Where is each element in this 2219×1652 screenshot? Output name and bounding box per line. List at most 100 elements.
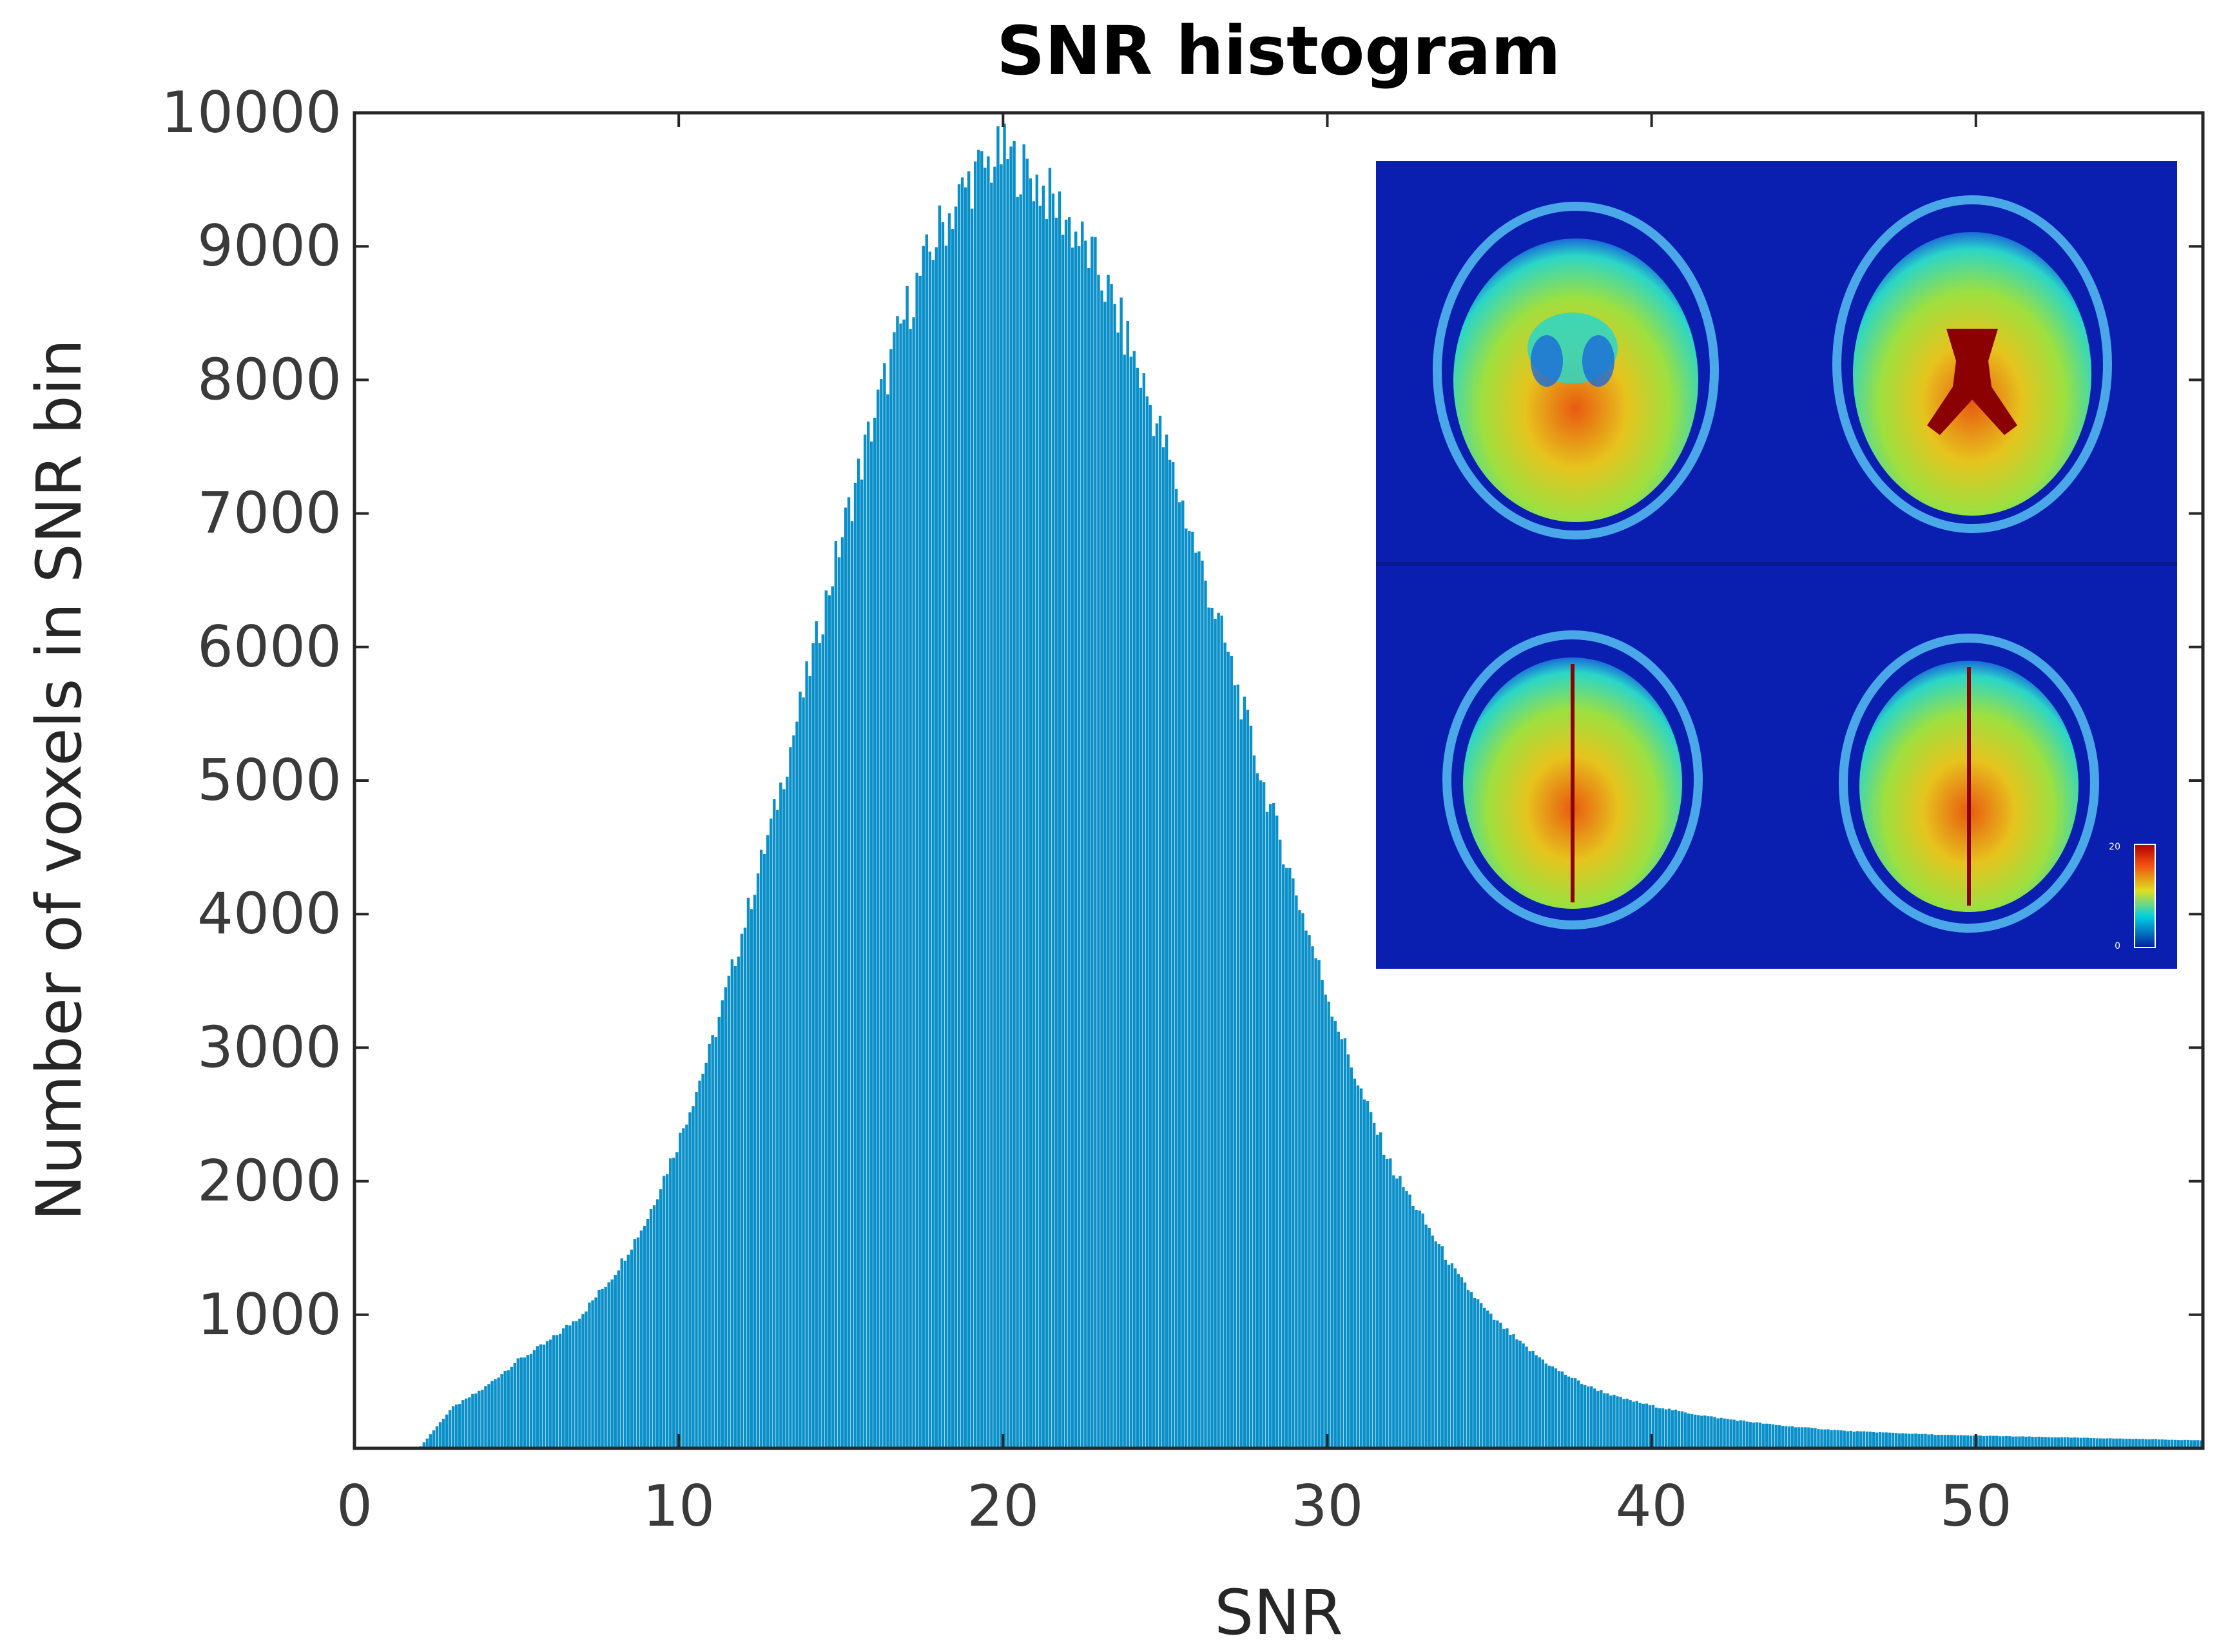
histogram-bar (2115, 1438, 2118, 1448)
histogram-bar (782, 789, 786, 1448)
histogram-bar (1774, 1424, 1778, 1448)
histogram-bar (548, 1339, 552, 1448)
histogram-bar (1094, 237, 1097, 1448)
histogram-bar (1810, 1428, 1814, 1448)
histogram-bar (708, 1044, 711, 1448)
histogram-bar (847, 497, 851, 1448)
y-tick-label: 2000 (197, 1148, 342, 1214)
histogram-bar (947, 213, 951, 1448)
histogram-bar (925, 234, 928, 1448)
histogram-bar (474, 1393, 478, 1448)
histogram-bar (1726, 1419, 1729, 1448)
histogram-bar (2011, 1436, 2015, 1448)
histogram-bar (435, 1426, 439, 1448)
histogram-bar (1658, 1408, 1662, 1448)
histogram-bar (454, 1404, 458, 1448)
histogram-bar (646, 1218, 650, 1448)
histogram-bar (824, 590, 828, 1448)
histogram-bar (889, 349, 893, 1448)
histogram-bar (967, 171, 971, 1448)
histogram-bar (539, 1344, 543, 1448)
histogram-bar (652, 1205, 656, 1448)
histogram-bar (698, 1080, 701, 1448)
histogram-bar (1395, 1178, 1399, 1448)
histogram-bar (513, 1363, 516, 1448)
histogram-bar (1622, 1399, 1625, 1448)
histogram-bar (510, 1366, 513, 1448)
x-axis-label: SNR (1214, 1577, 1342, 1649)
histogram-bar (2173, 1439, 2177, 1448)
y-tick-label: 4000 (197, 880, 342, 947)
histogram-bar (1230, 656, 1233, 1448)
histogram-bar (636, 1237, 640, 1448)
histogram-bar (1366, 1101, 1370, 1448)
histogram-bar (1917, 1433, 1921, 1448)
y-tick-label: 1000 (197, 1281, 342, 1348)
histogram-bar (1859, 1431, 1863, 1448)
histogram-bar (1691, 1414, 1694, 1448)
histogram-bar (1697, 1415, 1700, 1448)
histogram-bar (2125, 1439, 2128, 1448)
histogram-bar (1797, 1427, 1801, 1448)
histogram-bar (617, 1270, 620, 1448)
histogram-bar (497, 1377, 500, 1448)
histogram-bar (1573, 1378, 1577, 1448)
histogram-bar (1389, 1158, 1392, 1448)
histogram-bar (581, 1314, 585, 1448)
histogram-bar (795, 721, 799, 1448)
histogram-bar (1265, 811, 1269, 1448)
histogram-bar (1667, 1408, 1671, 1448)
histogram-bar (1411, 1205, 1415, 1448)
histogram-bar (1966, 1435, 1970, 1448)
histogram-bar (1103, 302, 1107, 1448)
histogram-bar (733, 966, 737, 1448)
histogram-bar (1249, 725, 1253, 1448)
histogram-bar (1862, 1431, 1866, 1448)
histogram-bar (1019, 194, 1022, 1448)
histogram-bar (555, 1335, 559, 1448)
histogram-bar (562, 1328, 565, 1448)
histogram-bar (753, 895, 757, 1448)
histogram-bar (1268, 804, 1272, 1448)
histogram-bar (1703, 1415, 1707, 1448)
histogram-bar (623, 1260, 627, 1448)
histogram-bar (1632, 1401, 1635, 1448)
histogram-bar (1295, 895, 1298, 1448)
histogram-bar (2095, 1438, 2099, 1448)
histogram-bar (1353, 1078, 1357, 1448)
histogram-bar (1671, 1410, 1674, 1448)
histogram-bar (1849, 1430, 1852, 1448)
histogram-bar (1016, 197, 1019, 1448)
histogram-bar (451, 1406, 455, 1448)
histogram-bar (1891, 1432, 1895, 1448)
histogram-bar (507, 1370, 510, 1448)
histogram-bar (1386, 1158, 1389, 1448)
histogram-bar (1155, 423, 1159, 1448)
histogram-bar (759, 850, 763, 1448)
histogram-bar (1885, 1432, 1888, 1448)
histogram-bar (802, 697, 805, 1448)
histogram-bar (620, 1258, 624, 1448)
histogram-bar (2128, 1439, 2131, 1448)
histogram-bar (1025, 159, 1029, 1448)
histogram-bar (1418, 1210, 1421, 1448)
histogram-bar (532, 1350, 536, 1448)
y-tick-label: 7000 (197, 480, 342, 547)
histogram-bar (2040, 1437, 2044, 1448)
histogram-bar (484, 1386, 487, 1448)
histogram-bar (429, 1434, 432, 1448)
histogram-bar (2018, 1436, 2021, 1448)
histogram-bar (837, 557, 841, 1448)
histogram-bar (1629, 1400, 1632, 1448)
histogram-bar (818, 643, 821, 1448)
histogram-bar (1142, 373, 1146, 1448)
histogram-bar (1343, 1038, 1347, 1448)
histogram-bar (1372, 1122, 1376, 1448)
histogram-bar (1161, 447, 1165, 1448)
chart-title: SNR histogram (996, 12, 1560, 90)
histogram-bar (1000, 164, 1003, 1448)
histogram-bar (663, 1176, 666, 1448)
histogram-bar (902, 319, 906, 1448)
histogram-bar (1084, 240, 1087, 1448)
histogram-bar (2021, 1436, 2024, 1448)
